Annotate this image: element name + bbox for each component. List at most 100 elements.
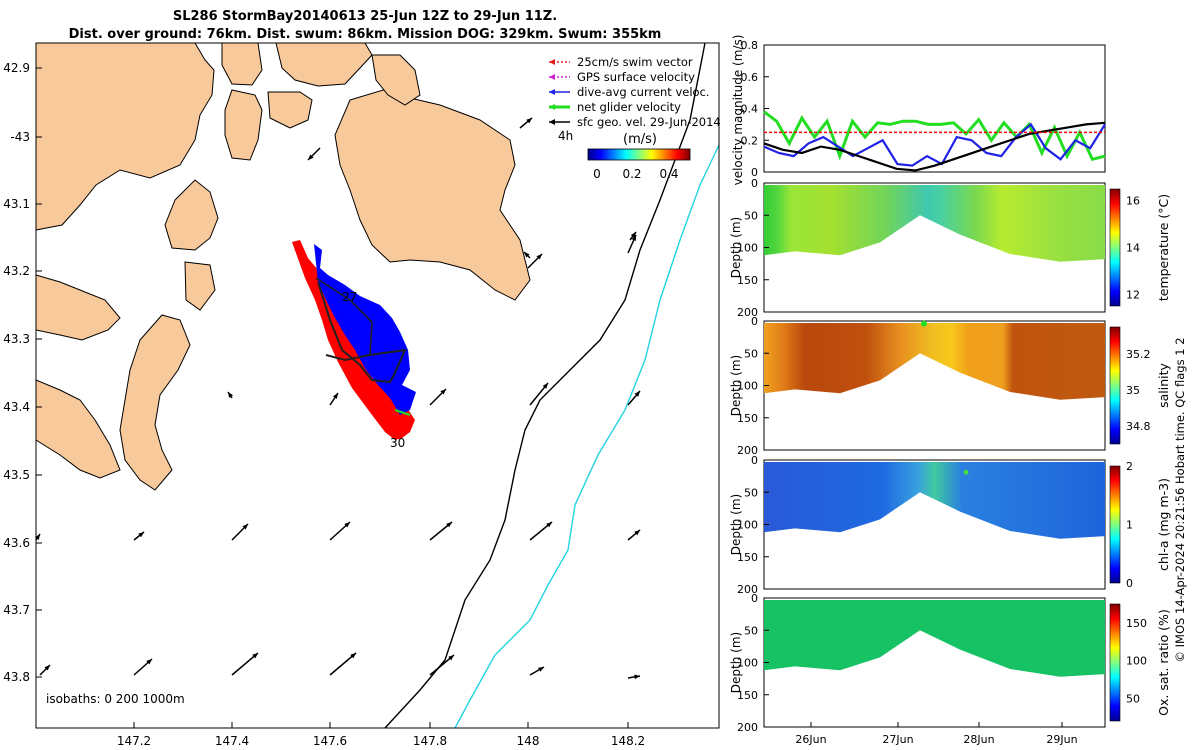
colorbar-tick-label: 50: [1126, 692, 1140, 705]
colorbar-label: temperature (°C): [1156, 194, 1171, 301]
depth-ylabel: Depth (m): [729, 355, 743, 416]
arrow-head: [634, 530, 640, 536]
lon-tick-label: 148: [517, 734, 540, 748]
velocity-ytick-label: 0: [751, 166, 758, 179]
colorbar-tick-label: 100: [1126, 655, 1147, 668]
depth-ytick-label: 50: [744, 209, 758, 222]
arrow-head: [630, 232, 636, 238]
legend-arrow: [549, 119, 555, 125]
arrow-head: [308, 154, 314, 160]
depth-ytick-label: 150: [737, 412, 758, 425]
lat-tick-label: 43.4: [3, 400, 30, 414]
colorbar-tick-label: 2: [1126, 460, 1133, 473]
arrow-head: [34, 534, 40, 540]
time-tick-label: 29Jun: [1046, 733, 1077, 746]
colorbar-tick-label: 150: [1126, 617, 1147, 630]
colorbar-tick-label: 0: [1126, 577, 1133, 590]
land-polygon: [35, 42, 215, 231]
colorbar-unit-label: (m/s): [623, 132, 657, 147]
depth-ytick-label: 200: [737, 306, 758, 319]
land-polygon: [267, 91, 313, 129]
lat-tick-label: 43.2: [3, 264, 30, 278]
arrow-head: [344, 522, 350, 528]
arrow-head: [524, 252, 530, 258]
colorbar-tick-label: 16: [1126, 195, 1140, 208]
depth-ylabel: Depth (m): [729, 632, 743, 693]
depth-ylabel: Depth (m): [729, 217, 743, 278]
land-polygon: [164, 179, 219, 251]
velocity-ytick-label: 0.4: [741, 103, 759, 116]
legend-arrow: [549, 89, 555, 95]
speed-colorbar: [587, 148, 691, 161]
arrow-head: [146, 659, 152, 665]
lat-tick-label: 43.1: [3, 197, 30, 211]
velocity-ytick-label: 0.8: [741, 39, 759, 52]
velocity-ylabel: velocity magnitude (m/s): [731, 35, 745, 186]
lon-tick-label: 148.2: [611, 734, 645, 748]
figure-title-line2: Dist. over ground: 76km. Dist. swum: 86k…: [68, 27, 662, 42]
legend-arrow: [549, 104, 555, 110]
legend-4h-label: 4h: [558, 129, 573, 143]
depth-ytick-label: 150: [737, 274, 758, 287]
depth-section-fill: [764, 600, 1105, 677]
isobath-label: isobaths: 0 200 1000m: [46, 692, 185, 706]
lat-tick-label: 43.8: [3, 670, 30, 684]
land-polygon: [35, 274, 121, 341]
lon-tick-label: 147.8: [413, 734, 447, 748]
variable-colorbar: [1109, 465, 1121, 584]
arrow-head: [332, 393, 338, 399]
legend-entry-label: sfc geo. vel. 29-Jun-2014: [577, 115, 721, 129]
depth-ytick-label: 0: [751, 177, 758, 190]
arrow-head: [138, 532, 144, 538]
depth-ytick-label: 100: [737, 519, 758, 532]
lon-tick-label: 147.6: [313, 734, 347, 748]
lon-tick-label: 147.2: [117, 734, 151, 748]
current-vector-trace: [314, 244, 416, 415]
arrow-head: [44, 665, 50, 671]
colorbar-tick-label: 35: [1126, 384, 1140, 397]
depth-ytick-label: 100: [737, 380, 758, 393]
geostrophic-velocity-arrow: [231, 652, 259, 676]
depth-ylabel: Depth (m): [729, 494, 743, 555]
colorbar-tick-label: 35.2: [1126, 348, 1151, 361]
land-polygon: [224, 89, 263, 161]
time-tick-label: 27Jun: [882, 733, 913, 746]
colorbar-tick-label: 34.8: [1126, 420, 1151, 433]
arrow-head: [350, 653, 356, 659]
depth-section-fill: [764, 462, 1105, 539]
depth-ytick-label: 150: [737, 689, 758, 702]
arrow-head: [252, 653, 258, 659]
lat-tick-label: 43.6: [3, 536, 30, 550]
track-label-30: 30: [390, 436, 405, 450]
depth-ytick-label: 50: [744, 486, 758, 499]
land-polygon: [119, 314, 191, 491]
colorbar-tick-label: 14: [1126, 242, 1140, 255]
arrow-head: [242, 524, 248, 530]
arrow-head: [440, 389, 446, 395]
colorbar-tick-label: 0.2: [622, 167, 641, 181]
depth-ytick-label: 0: [751, 454, 758, 467]
lat-tick-label: 43.7: [3, 603, 30, 617]
figure-title-line1: SL286 StormBay20140613 25-Jun 12Z to 29-…: [172, 9, 558, 24]
time-tick-label: 28Jun: [963, 733, 994, 746]
lon-tick-label: 147.4: [215, 734, 249, 748]
colorbar-tick-label: 1: [1126, 519, 1133, 532]
arrow-head: [631, 235, 636, 241]
time-tick-label: 26Jun: [795, 733, 826, 746]
depth-ytick-label: 200: [737, 583, 758, 596]
net-velocity-mark: [394, 409, 411, 416]
depth-ytick-label: 50: [744, 347, 758, 360]
land-polygon: [371, 54, 421, 106]
lat-tick-label: 43.3: [3, 332, 30, 346]
colorbar-label: chl-a (mg m-3): [1156, 478, 1171, 571]
colorbar-label: Ox. sat. ratio (%): [1156, 609, 1171, 716]
depth-section-fill: [764, 323, 1105, 400]
legend-entry-label: net glider velocity: [577, 100, 681, 114]
colorbar-tick-label: 0: [593, 167, 601, 181]
glider-track-segment: [315, 277, 373, 356]
arrow-head: [634, 674, 640, 680]
velocity-series-line: [763, 122, 1106, 167]
depth-section-fill: [764, 185, 1105, 262]
depth-ytick-label: 0: [751, 315, 758, 328]
